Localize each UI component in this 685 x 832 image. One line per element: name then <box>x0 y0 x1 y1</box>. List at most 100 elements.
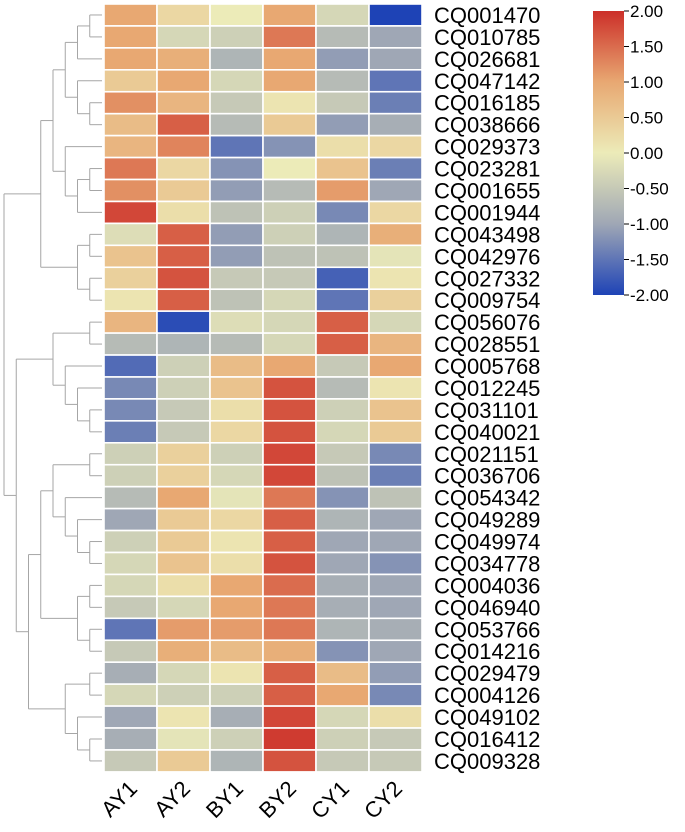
heatmap-cell <box>103 25 158 49</box>
heatmap-cell <box>368 310 423 334</box>
row-dendrogram <box>3 14 102 762</box>
row-label: CQ004126 <box>434 683 540 708</box>
row-label: CQ036706 <box>434 464 540 489</box>
row-label: CQ014216 <box>434 639 540 664</box>
heatmap-cell <box>103 3 158 27</box>
row-label: CQ042976 <box>434 244 540 269</box>
heatmap-cell <box>103 376 158 400</box>
heatmap-cell <box>315 529 370 554</box>
heatmap-cell <box>103 639 158 664</box>
heatmap-cell <box>156 420 211 444</box>
heatmap-cell <box>262 551 317 576</box>
heatmap-cell <box>103 354 158 378</box>
heatmap-cell <box>368 3 423 27</box>
heatmap-cell <box>209 595 264 620</box>
heatmap-cell <box>103 705 158 729</box>
heatmap-cell <box>315 463 370 488</box>
heatmap-cell <box>315 661 370 685</box>
heatmap-cell <box>262 47 317 71</box>
row-label: CQ047142 <box>434 69 540 94</box>
heatmap-cell <box>262 288 317 312</box>
heatmap-cell <box>156 69 211 93</box>
heatmap-cell <box>103 332 158 356</box>
heatmap-cell <box>262 266 317 291</box>
heatmap-cell <box>156 222 211 247</box>
heatmap-cell <box>209 551 264 576</box>
heatmap-cell <box>103 244 158 269</box>
heatmap-cell <box>368 463 423 488</box>
heatmap-cell <box>262 639 317 664</box>
heatmap-cell <box>262 178 317 203</box>
heatmap-cell <box>315 47 370 71</box>
row-label: CQ056076 <box>434 310 540 335</box>
heatmap-cell <box>103 200 158 225</box>
heatmap-cell <box>368 595 423 620</box>
heatmap-cell <box>368 47 423 71</box>
heatmap-cell <box>262 332 317 356</box>
heatmap-cell <box>209 398 264 422</box>
heatmap-cell <box>209 441 264 466</box>
heatmap-cell <box>103 310 158 334</box>
heatmap-cell <box>315 134 370 159</box>
heatmap-cell <box>209 529 264 554</box>
heatmap-cell <box>368 705 423 729</box>
heatmap-cell <box>156 661 211 685</box>
heatmap-cell <box>156 727 211 751</box>
heatmap-cell <box>103 222 158 247</box>
heatmap-cell <box>103 134 158 159</box>
heatmap-cell <box>209 244 264 269</box>
heatmap-cell <box>368 112 423 137</box>
heatmap-cell <box>209 112 264 137</box>
heatmap-cell <box>315 112 370 137</box>
heatmap-cell <box>262 200 317 225</box>
heatmap-cell <box>368 485 423 510</box>
heatmap-cell <box>315 376 370 400</box>
row-label: CQ054342 <box>434 486 540 511</box>
heatmap-cell <box>368 90 423 115</box>
heatmap-cell <box>262 727 317 751</box>
heatmap-cell <box>209 200 264 225</box>
colorbar-tick-label: -0.50 <box>630 180 669 199</box>
heatmap-cell <box>315 595 370 620</box>
heatmap-cell <box>315 3 370 27</box>
row-label: CQ005768 <box>434 354 540 379</box>
row-label: CQ016412 <box>434 727 540 752</box>
heatmap-cell <box>156 551 211 576</box>
heatmap-cell <box>156 354 211 378</box>
heatmap-cell <box>156 573 211 598</box>
heatmap-cell <box>262 3 317 27</box>
heatmap-cell <box>209 332 264 356</box>
heatmap-cell <box>315 332 370 356</box>
heatmap-cell <box>103 398 158 422</box>
heatmap-cell <box>156 266 211 291</box>
heatmap-cell <box>315 507 370 532</box>
heatmap-cell <box>156 617 211 642</box>
heatmap-cell <box>262 310 317 334</box>
heatmap-cell <box>103 551 158 576</box>
heatmap-cell <box>209 376 264 400</box>
row-label: CQ009754 <box>434 288 540 313</box>
heatmap-cell <box>209 90 264 115</box>
colorbar-tick-label: -1.50 <box>630 251 669 270</box>
row-label: CQ046940 <box>434 595 540 620</box>
heatmap-cell <box>209 3 264 27</box>
heatmap-cell <box>209 705 264 729</box>
heatmap-cell <box>368 25 423 49</box>
heatmap-cell <box>262 463 317 488</box>
heatmap-cell <box>209 749 264 773</box>
row-label: CQ049974 <box>434 530 540 555</box>
heatmap-cell <box>368 69 423 93</box>
heatmap-cell <box>156 485 211 510</box>
heatmap-cell <box>209 727 264 751</box>
heatmap-cell <box>315 288 370 312</box>
heatmap-cell <box>103 749 158 773</box>
heatmap-cell <box>315 727 370 751</box>
row-label: CQ016185 <box>434 91 540 116</box>
heatmap-cell <box>368 639 423 664</box>
heatmap-cell <box>315 200 370 225</box>
heatmap-cell <box>315 398 370 422</box>
heatmap-cell <box>315 25 370 49</box>
heatmap-cell <box>156 529 211 554</box>
heatmap-cell <box>262 25 317 49</box>
